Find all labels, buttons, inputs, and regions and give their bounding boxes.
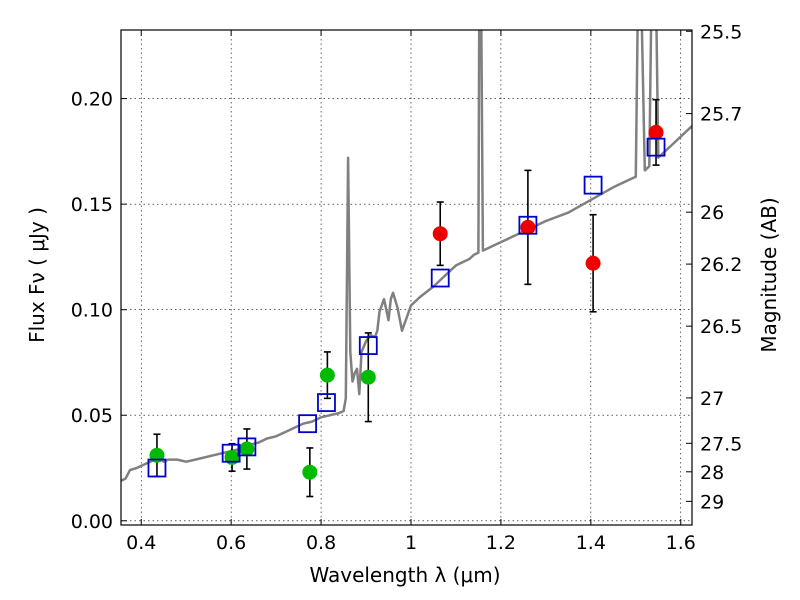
magnitude-tick-label: 26.5	[700, 316, 742, 338]
x-tick-label: 0.6	[216, 532, 246, 554]
x-tick-label: 1.2	[486, 532, 516, 554]
red-data-point	[585, 213, 601, 313]
green-data-point	[239, 428, 255, 470]
green-data-point	[319, 351, 335, 400]
x-tick-label: 0.4	[126, 532, 156, 554]
magnitude-tick-label: 25.5	[700, 21, 742, 43]
plot-area	[121, 30, 692, 498]
green-marker	[302, 464, 318, 480]
model-photometry-box	[298, 414, 317, 434]
green-marker	[360, 369, 376, 385]
x-tick-label: 0.8	[306, 532, 336, 554]
green-marker	[319, 367, 335, 383]
right-axis-label: Magnitude (AB)	[757, 197, 781, 352]
x-tick-label: 1.6	[666, 532, 696, 554]
model-photometry-box	[646, 137, 666, 157]
model-spectrum-line	[121, 30, 692, 482]
magnitude-tick-label: 25.7	[700, 104, 742, 126]
model-photometry-box	[147, 458, 167, 478]
x-tick-label: 1	[405, 532, 417, 554]
red-marker	[648, 124, 664, 140]
model-photometry-box	[317, 393, 336, 412]
green-marker	[239, 441, 255, 457]
red-data-point	[648, 98, 664, 166]
plot-frame	[120, 29, 693, 526]
magnitude-tick-label: 27.5	[700, 433, 742, 455]
grid	[121, 30, 692, 525]
y-tick-label: 0.10	[71, 300, 113, 322]
red-data-point	[520, 169, 536, 286]
red-data-point	[432, 201, 448, 267]
x-tick-label: 1.4	[576, 532, 606, 554]
magnitude-tick-label: 26	[700, 202, 724, 224]
red-marker	[585, 255, 601, 271]
axes: 0.4 0.6 0.8 1 1.2 1.4 1.6 0.00 0.05 0.10 0.15 0.20 2…	[71, 21, 743, 554]
model-photometry-box	[583, 175, 603, 195]
green-data-point	[302, 447, 318, 498]
model-photometry-box	[358, 336, 378, 355]
y-axis-label: Flux Fν ( μJy )	[25, 207, 49, 343]
magnitude-tick-label: 28	[700, 462, 724, 484]
magnitude-tick-label: 29	[700, 491, 724, 513]
x-axis-label: Wavelength λ (μm)	[309, 563, 500, 587]
green-data-point	[224, 442, 240, 472]
green-marker	[224, 449, 240, 465]
red-marker	[520, 219, 536, 235]
y-tick-label: 0.05	[71, 405, 113, 427]
green-data-point	[149, 433, 165, 478]
model-photometry-box	[518, 215, 538, 235]
y-tick-label: 0.15	[71, 194, 113, 216]
red-marker	[432, 226, 448, 242]
model-photometry-box	[430, 268, 450, 288]
green-marker	[149, 447, 165, 463]
magnitude-tick-label: 26.2	[700, 254, 742, 276]
y-tick-label: 0.20	[71, 89, 113, 111]
model-photometry-box	[237, 437, 257, 457]
model-photometry-box	[221, 443, 241, 463]
green-data-point	[360, 332, 376, 423]
y-tick-label: 0.00	[71, 511, 113, 533]
magnitude-tick-label: 27	[700, 388, 724, 410]
